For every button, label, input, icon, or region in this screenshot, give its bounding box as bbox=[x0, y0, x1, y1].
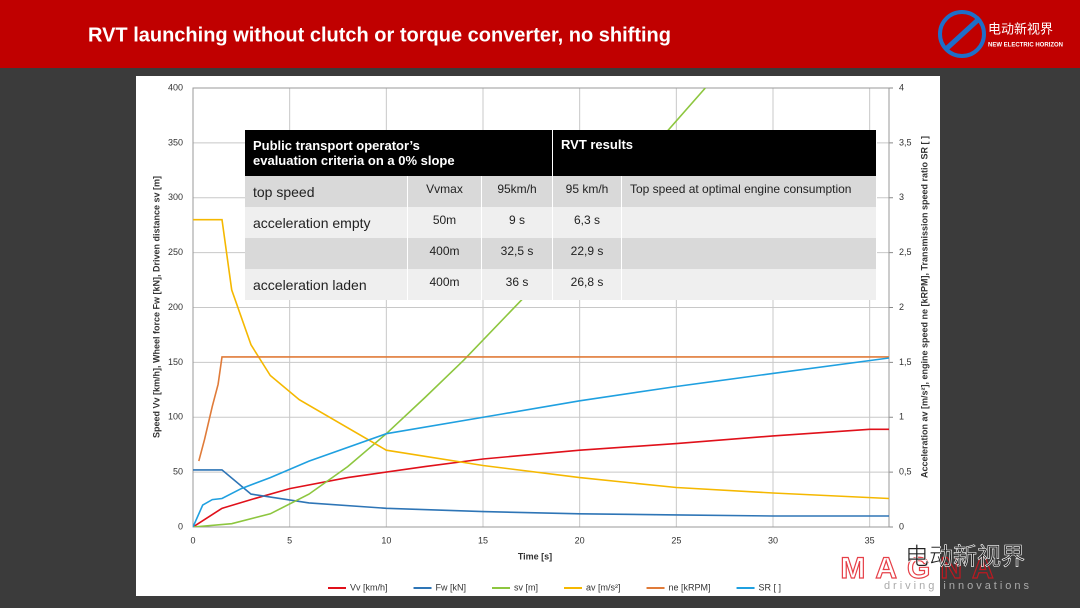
table-cell: 26,8 s bbox=[553, 269, 622, 300]
table-cell: Top speed at optimal engine consumption bbox=[622, 176, 877, 207]
slide-title: RVT launching without clutch or torque c… bbox=[88, 24, 671, 46]
table-cell: 9 s bbox=[482, 207, 553, 238]
series-line bbox=[193, 218, 889, 500]
x-axis-label: Time [s] bbox=[518, 551, 552, 561]
y-tick-label: 200 bbox=[168, 302, 183, 312]
y2-tick-label: 3 bbox=[899, 192, 904, 202]
watermark-tagline: driving innovations bbox=[884, 580, 1032, 592]
legend-label: Vv [km/h] bbox=[350, 582, 388, 592]
table-header: RVT results bbox=[553, 130, 877, 176]
table-cell: acceleration empty bbox=[245, 207, 408, 238]
table-cell: 32,5 s bbox=[482, 238, 553, 269]
header-band bbox=[0, 0, 1080, 68]
x-tick-label: 15 bbox=[478, 535, 488, 545]
y2-tick-label: 2 bbox=[899, 302, 904, 312]
y2-tick-label: 0,5 bbox=[899, 467, 912, 477]
table-cell: 400m bbox=[408, 238, 482, 269]
table-cell: acceleration laden bbox=[245, 269, 408, 300]
table-cell bbox=[622, 238, 877, 269]
y2-tick-label: 2,5 bbox=[899, 247, 912, 257]
y-tick-label: 150 bbox=[168, 357, 183, 367]
legend-label: ne [kRPM] bbox=[669, 582, 711, 592]
table-cell: 95km/h bbox=[482, 176, 553, 207]
legend-label: av [m/s²] bbox=[586, 582, 621, 592]
y-tick-label: 400 bbox=[168, 82, 183, 92]
legend-label: Fw [kN] bbox=[436, 582, 467, 592]
table-cell: 22,9 s bbox=[553, 238, 622, 269]
x-tick-label: 5 bbox=[287, 535, 292, 545]
series-line bbox=[193, 428, 889, 527]
logo-en: NEW ELECTRIC HORIZON bbox=[988, 43, 1063, 49]
table-cell: 36 s bbox=[482, 269, 553, 300]
series-line bbox=[193, 469, 889, 517]
table-cell: 400m bbox=[408, 269, 482, 300]
table-cell: 50m bbox=[408, 207, 482, 238]
header-line: evaluation criteria on a 0% slope bbox=[253, 153, 455, 168]
x-tick-label: 0 bbox=[190, 535, 195, 545]
y-axis-label: Speed Vv [km/h], Wheel force Fw [kN], Dr… bbox=[151, 176, 161, 438]
y2-axis-label: Acceleration av [m/s²], engine speed ne … bbox=[919, 136, 929, 478]
table-cell: 6,3 s bbox=[553, 207, 622, 238]
x-tick-label: 10 bbox=[381, 535, 391, 545]
watermark-cn: 电动新视界 bbox=[905, 543, 1025, 570]
y2-tick-label: 4 bbox=[899, 82, 904, 92]
y2-tick-label: 3,5 bbox=[899, 137, 912, 147]
table-cell: top speed bbox=[245, 176, 408, 207]
legend-label: sv [m] bbox=[514, 582, 538, 592]
y-tick-label: 50 bbox=[173, 467, 183, 477]
plot-frame bbox=[192, 87, 890, 528]
x-tick-label: 25 bbox=[671, 535, 681, 545]
table-cell bbox=[622, 207, 877, 238]
header-line: Public transport operator’s bbox=[253, 138, 420, 153]
logo-cn: 电动新视界 bbox=[988, 21, 1053, 36]
y-tick-label: 350 bbox=[168, 137, 183, 147]
table-cell: 95 km/h bbox=[553, 176, 622, 207]
table-cell bbox=[245, 238, 408, 269]
x-tick-label: 20 bbox=[575, 535, 585, 545]
y2-tick-label: 1,5 bbox=[899, 357, 912, 367]
y-tick-label: 250 bbox=[168, 247, 183, 257]
x-tick-label: 35 bbox=[865, 535, 875, 545]
logo-slash bbox=[943, 16, 982, 52]
y2-tick-label: 0 bbox=[899, 521, 904, 531]
logo-ring bbox=[938, 10, 986, 58]
watermark-brand: MAGNA bbox=[840, 552, 1003, 585]
series-line bbox=[198, 356, 889, 462]
table-cell bbox=[622, 269, 877, 300]
x-tick-label: 30 bbox=[768, 535, 778, 545]
y-tick-label: 0 bbox=[178, 521, 183, 531]
table-cell: Vvmax bbox=[408, 176, 482, 207]
table-header: Public transport operator’s evaluation cr… bbox=[245, 130, 553, 176]
y2-tick-label: 1 bbox=[899, 412, 904, 422]
y-tick-label: 100 bbox=[168, 412, 183, 422]
y-tick-label: 300 bbox=[168, 192, 183, 202]
series-line bbox=[193, 357, 889, 527]
legend-label: SR [ ] bbox=[759, 582, 782, 592]
